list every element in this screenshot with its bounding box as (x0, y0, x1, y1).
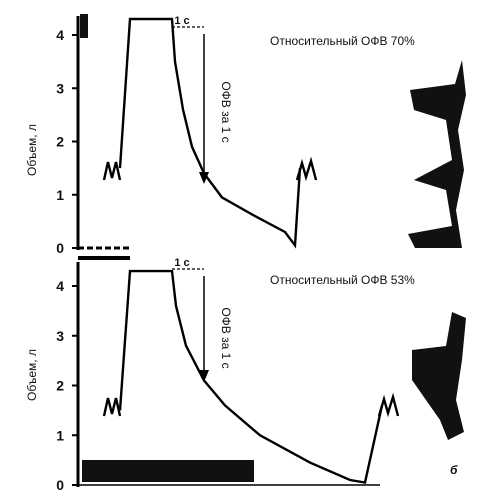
time-bracket-label: 1 с (174, 15, 189, 27)
y-axis-label: Объем, л (25, 124, 39, 176)
volume-curve (118, 17, 302, 249)
fev1-label: ОФВ за 1 с (219, 307, 233, 368)
y-ticks: 0 1 2 3 4 (56, 27, 78, 256)
time-bracket-label: 1 с (174, 257, 189, 269)
y-tick-label: 2 (56, 134, 64, 150)
scan-noise-right (412, 312, 466, 440)
y-tick-label: 4 (56, 278, 64, 294)
fev1-annotation: Относительный ОФВ 53% (270, 273, 415, 287)
y-tick-label: 0 (56, 477, 64, 493)
y-tick-label: 3 (56, 80, 64, 96)
zigzag-left (102, 397, 122, 417)
fev1-annotation: Относительный ОФВ 70% (270, 34, 415, 48)
scan-noise-bottom (82, 460, 254, 482)
panel-top: Объем, л 0 1 2 3 4 Относительный ОФВ 70% 1 с… (25, 14, 466, 256)
y-ticks: 0 1 2 3 4 (56, 278, 78, 493)
scan-noise-right (408, 60, 466, 248)
y-tick-label: 2 (56, 378, 64, 394)
y-axis-label: Объем, л (25, 349, 39, 401)
panel-bottom: Объем, л 0 1 2 3 4 Относительный ОФВ 53% 1 с… (25, 257, 466, 493)
y-tick-label: 4 (56, 27, 64, 43)
zigzag-right (377, 392, 400, 418)
axis-top-mark (80, 14, 88, 38)
y-tick-label: 1 (56, 427, 64, 443)
y-tick-label: 0 (56, 240, 64, 256)
volume-curve (118, 269, 384, 484)
fev1-label: ОФВ за 1 с (219, 81, 233, 142)
y-tick-label: 3 (56, 328, 64, 344)
fev1-arrow-head (199, 370, 209, 382)
y-tick-label: 1 (56, 187, 64, 203)
panel-letter: б (450, 463, 458, 477)
zigzag-left (102, 161, 122, 181)
